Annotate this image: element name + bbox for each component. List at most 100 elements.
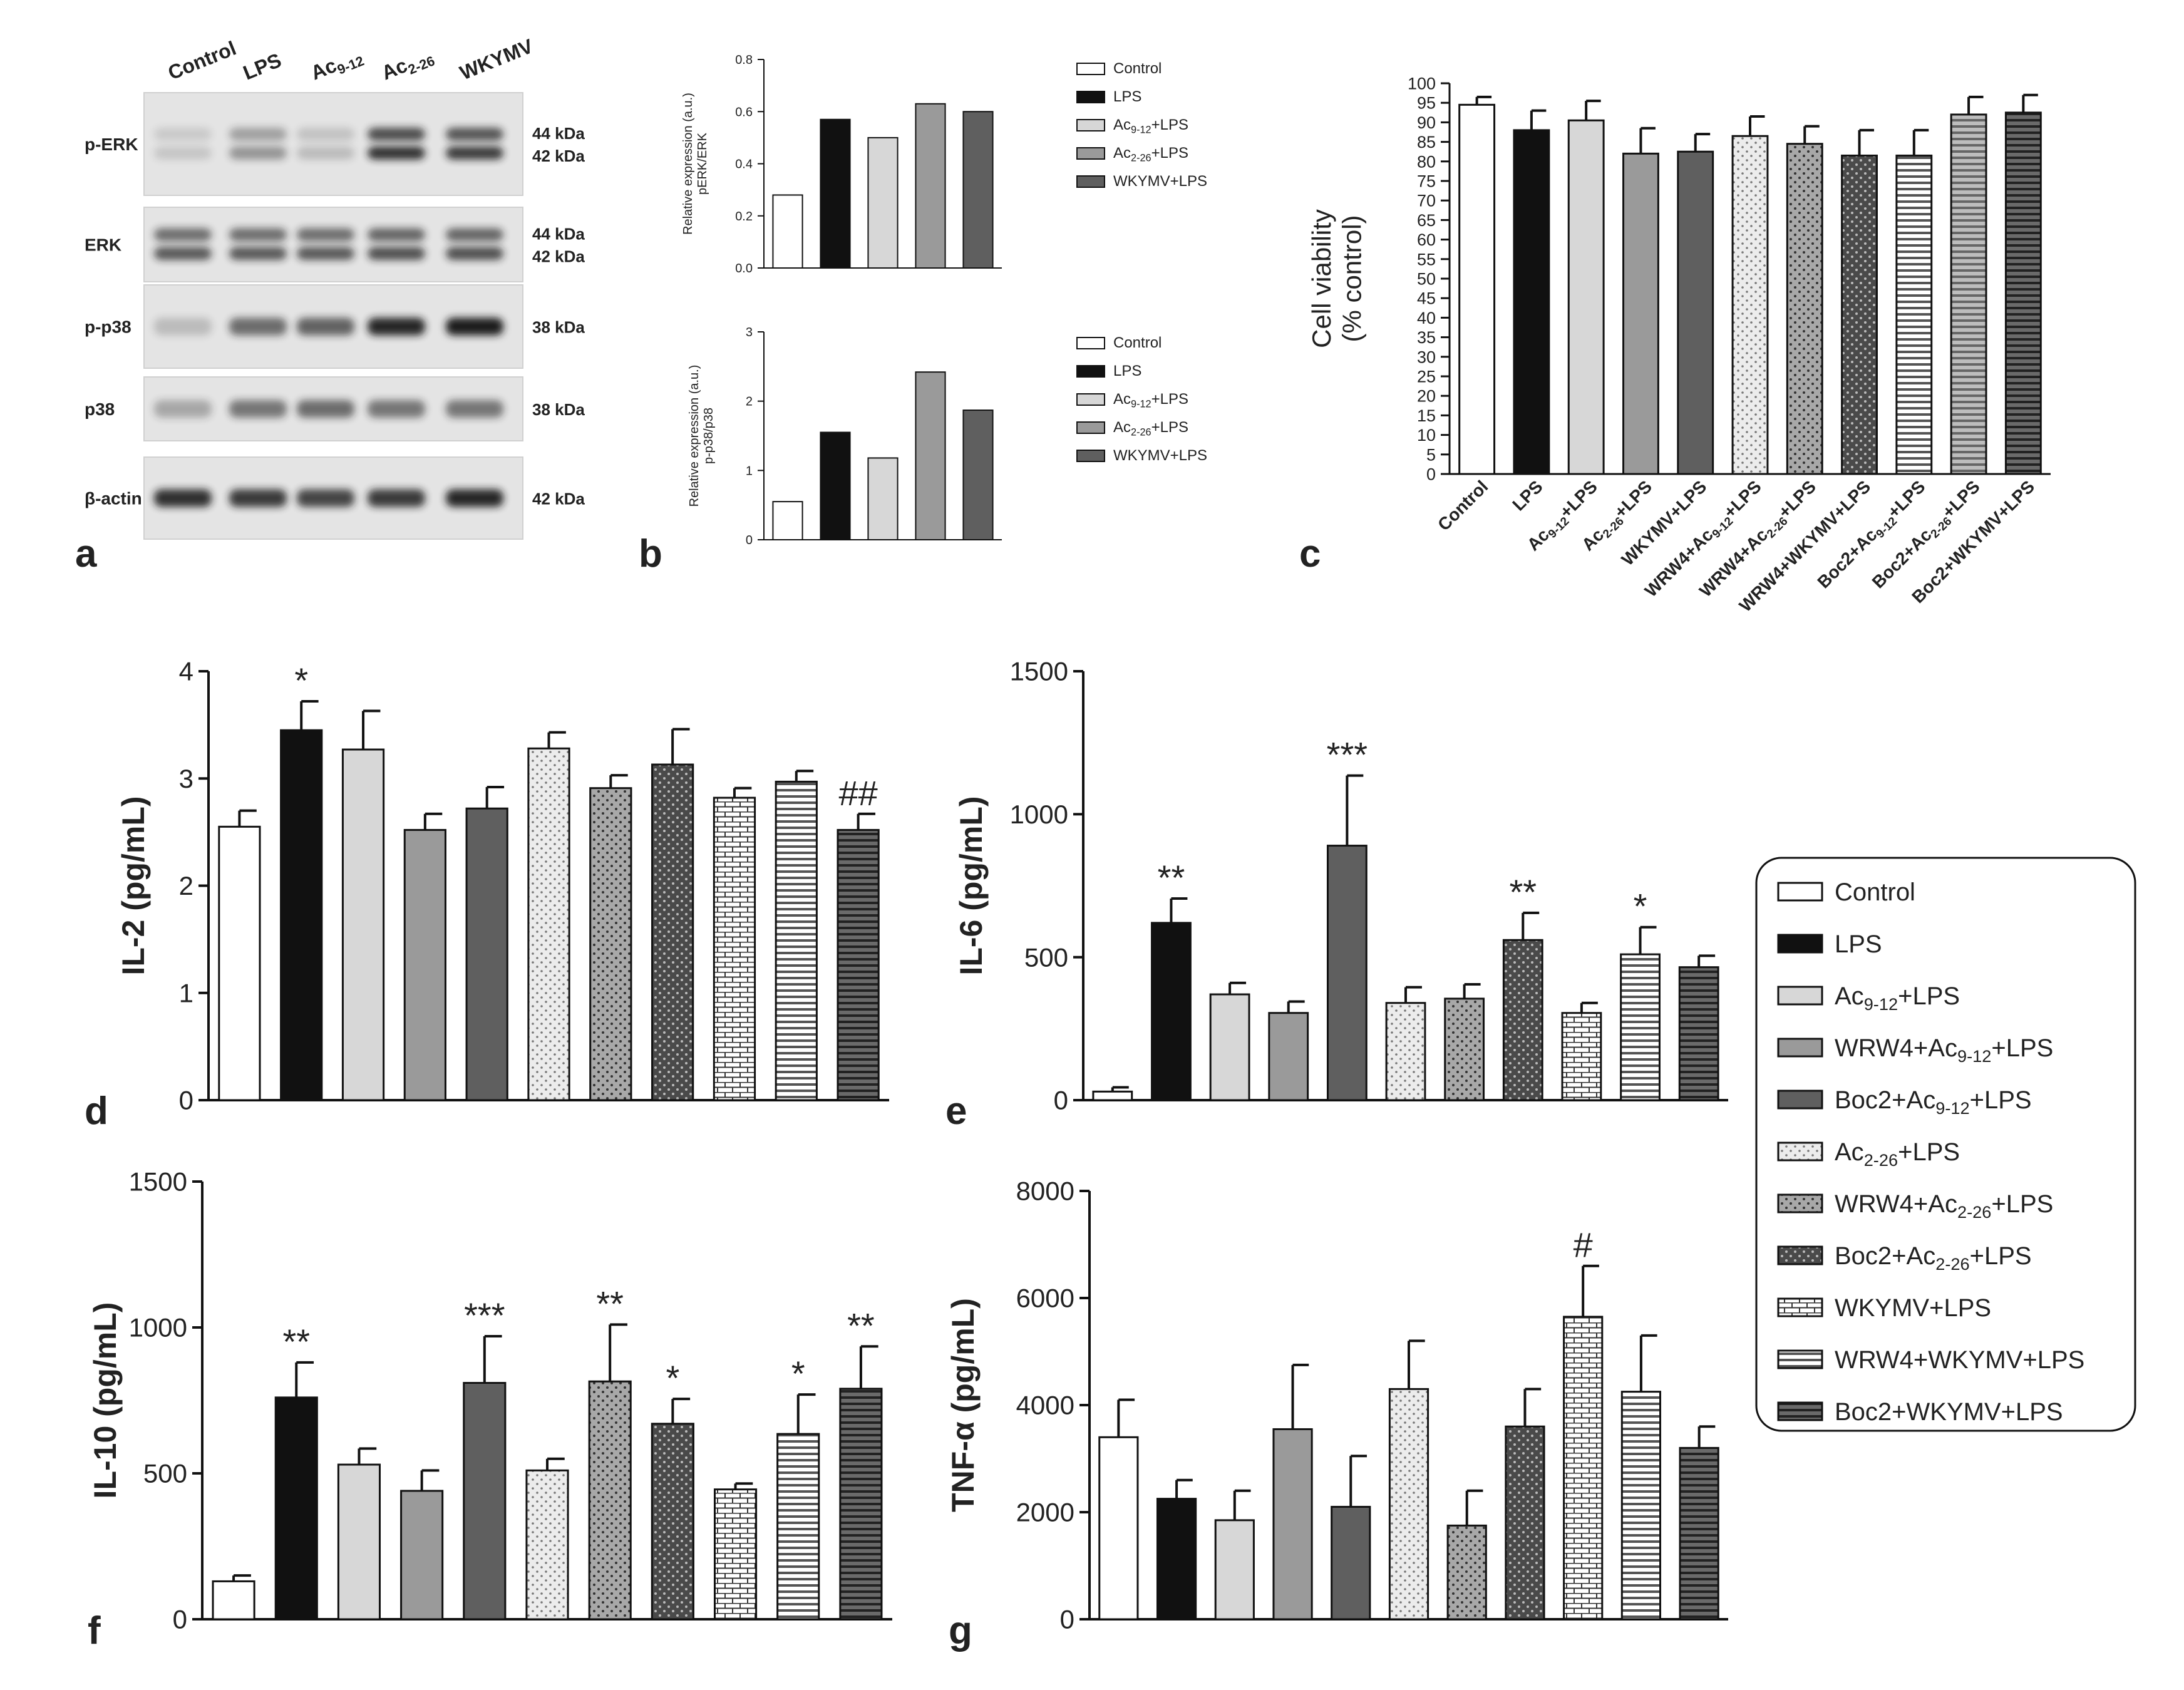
y-tick-label: 0.2 [735, 210, 753, 224]
bar [589, 787, 632, 1101]
legend-label: WKYMV+LPS [1835, 1294, 1991, 1322]
bar [776, 1433, 820, 1620]
legend-swatch [1777, 1401, 1823, 1421]
y-tick-label: 2 [746, 395, 753, 409]
legend-swatch [1777, 1090, 1823, 1110]
panel-label-f: f [88, 1609, 101, 1652]
blot-band [297, 128, 354, 141]
y-tick-label: 8000 [1016, 1177, 1074, 1206]
y-axis-title: Relative expression (a.u.) [688, 365, 701, 507]
bar [962, 111, 994, 269]
bar [1679, 1446, 1719, 1620]
kda-label: 44 kDa [532, 225, 585, 244]
blot-band [154, 247, 212, 260]
bar [280, 729, 323, 1101]
bar [867, 457, 899, 540]
x-category-label: LPS [1508, 477, 1546, 514]
bar [1622, 152, 1659, 475]
y-axis-title: IL-6 (pg/mL) [954, 796, 989, 975]
blot-band [446, 228, 503, 242]
bar [837, 828, 880, 1101]
blot-strip [143, 92, 523, 196]
kda-label: 38 kDa [532, 400, 585, 419]
legend-label: Control [1835, 878, 1915, 906]
bar [465, 807, 508, 1101]
bar [463, 1382, 507, 1620]
y-tick-label: 6000 [1016, 1284, 1074, 1313]
bar [1731, 135, 1769, 475]
bar [403, 828, 446, 1101]
significance-annotation: # [1574, 1225, 1593, 1265]
bar [1385, 1002, 1426, 1101]
y-tick-label: 0.0 [735, 262, 753, 276]
bar [1214, 1519, 1255, 1620]
y-tick-label: 40 [1417, 309, 1436, 327]
legend-swatch [1076, 119, 1105, 131]
bar [525, 1469, 569, 1620]
chart-il-2: 0 1 2 3 4 * ## IL-2 (pg/mL) [116, 657, 889, 1115]
legend-swatch [1777, 986, 1823, 1006]
bar [1502, 939, 1543, 1101]
blot-row-label: β-actin [85, 489, 142, 508]
legend-swatch [1076, 421, 1105, 434]
blot-row-label: p-p38 [85, 317, 131, 337]
y-tick-label: 0.4 [735, 158, 753, 172]
legend-label: WKYMV+LPS [1113, 173, 1207, 190]
legend-label: WKYMV+LPS [1113, 447, 1207, 464]
y-tick-label: 30 [1417, 348, 1436, 366]
blot-band [297, 400, 354, 418]
blot-band [229, 400, 287, 418]
bar [1895, 154, 1933, 475]
legend-label: LPS [1113, 363, 1141, 379]
legend-swatch [1076, 365, 1105, 378]
blot-band [446, 147, 503, 160]
significance-annotation: * [1634, 887, 1647, 926]
bar [1841, 154, 1878, 475]
significance-annotation: * [666, 1358, 679, 1398]
y-tick-label: 90 [1417, 113, 1436, 132]
bar [772, 194, 803, 269]
bar [1505, 1425, 1545, 1620]
bar [651, 1423, 694, 1620]
bar [1561, 1012, 1602, 1101]
bar [1950, 113, 1987, 475]
legend-label: Ac2-26+LPS [1113, 145, 1188, 163]
y-tick-label: 500 [143, 1459, 187, 1488]
legend-swatch [1777, 1141, 1823, 1162]
y-tick-label: 45 [1417, 289, 1436, 308]
bar [775, 780, 818, 1101]
bar [915, 371, 946, 540]
significance-annotation: ** [596, 1284, 624, 1323]
chart-pERK-ERK: 0.0 0.2 0.4 0.6 0.8 Relative expression (a.u.… [681, 53, 1207, 276]
y-tick-label: 2 [179, 871, 193, 900]
bar [1567, 119, 1605, 475]
kda-label: 42 kDa [532, 247, 585, 266]
bar [1272, 1428, 1313, 1620]
lane-label: LPS [240, 49, 284, 85]
legend-label: Ac2-26+LPS [1835, 1138, 1960, 1170]
bar [1092, 1090, 1133, 1101]
y-tick-label: 35 [1417, 328, 1436, 347]
significance-annotation: *** [1327, 735, 1368, 775]
legend-swatch [1777, 1193, 1823, 1213]
blot-band [229, 317, 287, 336]
bar [1620, 1391, 1662, 1620]
bar [839, 1388, 883, 1620]
y-tick-label: 100 [1408, 74, 1436, 93]
bar [1326, 845, 1368, 1101]
y-tick-label: 80 [1417, 152, 1436, 171]
y-tick-label: 0 [1060, 1605, 1074, 1634]
legend-swatch [1076, 393, 1105, 406]
legend-swatch [1777, 1038, 1823, 1058]
blot-band [154, 489, 212, 507]
bar [1677, 150, 1714, 475]
y-tick-label: 70 [1417, 192, 1436, 210]
y-tick-label: 0 [1054, 1086, 1068, 1115]
blot-band [154, 147, 212, 160]
legend-label: WRW4+Ac2-26+LPS [1835, 1190, 2053, 1222]
kda-label: 44 kDa [532, 124, 585, 143]
y-axis-title: TNF-α (pg/mL) [945, 1298, 981, 1512]
panel-label-c: c [1299, 532, 1321, 575]
chart-p-p38-p38: 0 1 2 3 Relative expression (a.u.) p-p38/p38 C… [688, 326, 1207, 547]
legend-label: Ac9-12+LPS [1113, 391, 1188, 410]
